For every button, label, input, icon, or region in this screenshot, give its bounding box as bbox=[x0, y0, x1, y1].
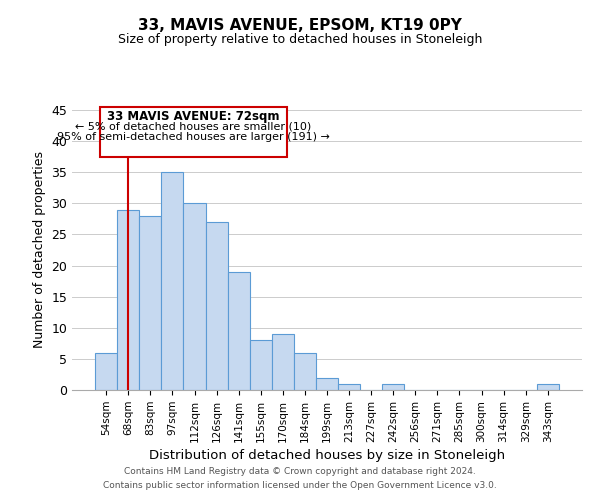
Bar bbox=[250, 340, 272, 390]
Bar bbox=[139, 216, 161, 390]
Text: 33 MAVIS AVENUE: 72sqm: 33 MAVIS AVENUE: 72sqm bbox=[107, 110, 280, 123]
Text: Contains HM Land Registry data © Crown copyright and database right 2024.: Contains HM Land Registry data © Crown c… bbox=[124, 467, 476, 476]
Text: 33, MAVIS AVENUE, EPSOM, KT19 0PY: 33, MAVIS AVENUE, EPSOM, KT19 0PY bbox=[138, 18, 462, 32]
Bar bbox=[382, 384, 404, 390]
Bar bbox=[100, 107, 287, 156]
Bar bbox=[184, 204, 206, 390]
Y-axis label: Number of detached properties: Number of detached properties bbox=[33, 152, 46, 348]
Bar bbox=[537, 384, 559, 390]
Bar bbox=[206, 222, 227, 390]
Bar bbox=[227, 272, 250, 390]
Text: ← 5% of detached houses are smaller (10): ← 5% of detached houses are smaller (10) bbox=[76, 121, 311, 131]
X-axis label: Distribution of detached houses by size in Stoneleigh: Distribution of detached houses by size … bbox=[149, 449, 505, 462]
Bar bbox=[272, 334, 294, 390]
Bar bbox=[294, 352, 316, 390]
Bar bbox=[117, 210, 139, 390]
Text: Size of property relative to detached houses in Stoneleigh: Size of property relative to detached ho… bbox=[118, 32, 482, 46]
Text: Contains public sector information licensed under the Open Government Licence v3: Contains public sector information licen… bbox=[103, 481, 497, 490]
Bar bbox=[95, 352, 117, 390]
Bar bbox=[316, 378, 338, 390]
Bar bbox=[338, 384, 360, 390]
Text: 95% of semi-detached houses are larger (191) →: 95% of semi-detached houses are larger (… bbox=[57, 132, 330, 142]
Bar bbox=[161, 172, 184, 390]
